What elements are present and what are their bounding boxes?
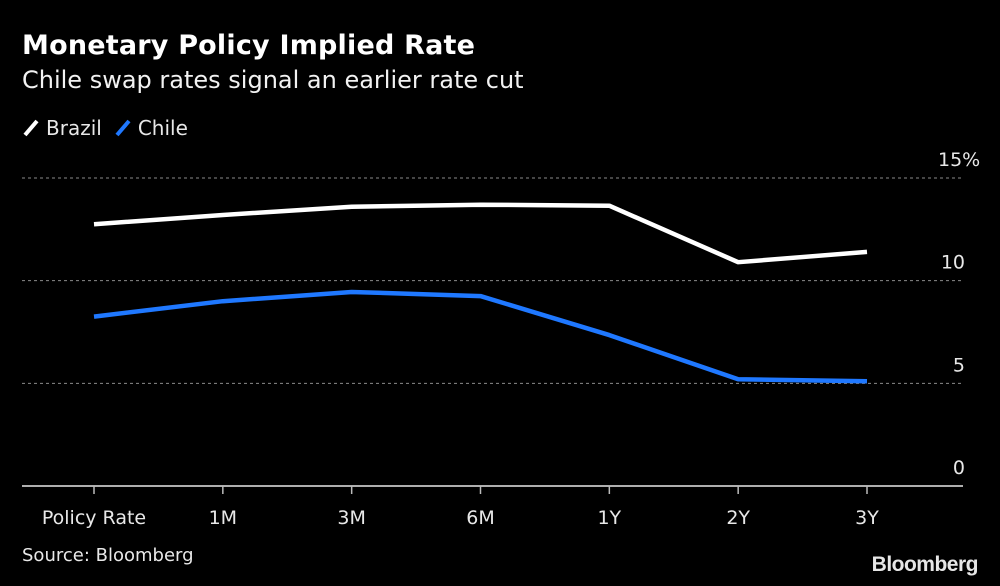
legend-label-chile: Chile bbox=[137, 116, 188, 140]
legend-swatch-chile bbox=[115, 119, 131, 137]
source-note: Source: Bloomberg bbox=[22, 545, 194, 566]
legend: Brazil Chile bbox=[22, 116, 200, 140]
gridlines bbox=[22, 177, 963, 384]
x-tick-label: 1Y bbox=[597, 507, 621, 529]
y-axis-labels: 15% 10 5 0 bbox=[938, 149, 980, 479]
chart-title: Monetary Policy Implied Rate bbox=[22, 30, 476, 61]
bloomberg-logo: Bloomberg bbox=[871, 553, 979, 576]
legend-label-brazil: Brazil bbox=[46, 116, 102, 140]
x-tick-label: 3Y bbox=[855, 507, 879, 529]
x-tick-label: Policy Rate bbox=[42, 507, 146, 529]
x-tick-label: 6M bbox=[466, 507, 494, 529]
y-tick-label: 15% bbox=[938, 149, 980, 171]
y-tick-label: 0 bbox=[953, 457, 965, 479]
y-tick-label: 5 bbox=[953, 354, 965, 376]
series-line-brazil bbox=[93, 202, 868, 265]
legend-item-brazil: Brazil bbox=[22, 116, 102, 140]
chart-subtitle: Chile swap rates signal an earlier rate … bbox=[22, 66, 524, 94]
y-tick-label: 10 bbox=[941, 252, 965, 274]
x-axis: Policy Rate 1M 3M 6M 1Y 2Y 3Y bbox=[22, 485, 963, 529]
x-tick-label: 3M bbox=[337, 507, 365, 529]
series-lines bbox=[93, 202, 868, 384]
legend-swatch-brazil bbox=[23, 119, 39, 137]
x-tick-label: 1M bbox=[209, 507, 237, 529]
series-line-chile bbox=[93, 289, 868, 384]
legend-item-chile: Chile bbox=[114, 116, 188, 140]
x-tick-label: 2Y bbox=[726, 507, 750, 529]
